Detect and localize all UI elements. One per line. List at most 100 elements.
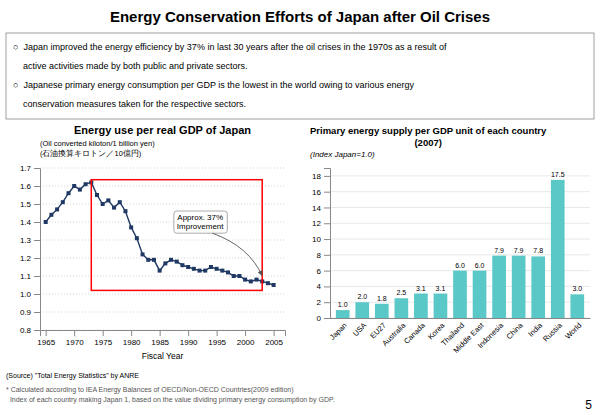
grid-line [40,294,285,295]
tick-label: 14 [312,204,321,213]
tick: 12 [312,219,330,228]
data-label: 1.0 [338,301,348,308]
tick-mark [34,276,40,277]
tick-label: 1.4 [20,218,32,227]
data-point [123,209,127,213]
grid-line [40,168,285,169]
tick-label: 1.7 [20,164,32,173]
grid-line [40,204,285,205]
tick: 16 [312,188,330,197]
tick-mark [217,330,218,336]
tick-label: Australia [380,320,408,348]
source-text: (Source) "Total Energy Statistics" by AN… [6,372,139,380]
tick-mark [324,223,330,224]
data-point [215,267,219,271]
chart-subtitle: (Oil converted kiloton/1 billion yen) [40,139,155,148]
bar [395,298,409,318]
y-axis: 024681012141618 [312,169,330,324]
data-point [129,225,133,229]
tick-mark [34,294,40,295]
tick-mark [160,330,161,336]
data-label: 2.5 [396,289,406,296]
tick-mark [324,207,330,208]
tick-mark [34,330,40,331]
data-point [198,269,202,273]
tick-label: Russia [541,320,564,343]
tick-mark [324,176,330,177]
annotation-text: Approx. 37%Improvement [177,213,224,231]
tick-label: 1975 [94,338,112,347]
data-point [101,202,105,206]
note-text: Index of each country making Japan 1, ba… [6,396,335,404]
data-point [49,213,53,217]
data-point [237,274,241,278]
data-label: 6.0 [455,262,465,269]
bar [434,294,448,318]
tick-mark [34,222,40,223]
data-point [192,267,196,271]
data-point [78,188,82,192]
tick-label: 2000 [237,338,255,347]
bar [453,271,467,318]
chart-title: Energy use per real GDP of Japan [74,124,251,136]
tick: 1980 [123,330,141,347]
tick-mark [34,240,40,241]
tick-mark [274,330,275,336]
grid-line [40,276,285,277]
tick-label: 18 [312,172,321,181]
tick-mark [324,286,330,287]
tick-label: 1970 [66,338,84,347]
tick-mark [324,302,330,303]
tick: Japan [328,321,349,342]
tick: 0.8 [20,326,40,335]
data-point [266,281,270,285]
tick-label: 2 [317,298,322,307]
bullet-text: conservation measures taken for the resp… [13,99,246,109]
tick-label: 1995 [208,338,226,347]
data-label: 3.0 [572,285,582,292]
tick: 1995 [208,330,226,347]
data-point [146,258,150,262]
tick-mark [34,168,40,169]
annotation-line: Improvement [177,222,224,231]
tick: 8 [317,251,330,260]
tick: 1.6 [20,182,40,191]
data-label: 3.1 [416,285,426,292]
x-axis: JapanUSAEU27AustraliaCanadaKoreaThailand… [328,319,591,355]
tick-label: 1.3 [20,236,32,245]
data-point [135,236,139,240]
bar [375,304,389,318]
bullet-text: active activities made by both public an… [13,61,248,71]
data-point [243,278,247,282]
tick: 0.9 [20,308,40,317]
plot-area [44,180,276,291]
bar [336,310,350,318]
text-box [6,33,594,119]
data-point [112,206,116,210]
tick: 6 [317,267,330,276]
chart-root: Energy Conservation Efforts of Japan aft… [0,0,600,415]
tick: 1.5 [20,200,40,209]
tick: USA [351,321,368,338]
tick: 1970 [66,330,84,347]
tick-label: 0.9 [20,308,32,317]
data-label: 2.0 [357,293,367,300]
data-point [249,279,253,283]
data-point [141,252,145,256]
tick-mark [245,330,246,336]
x-axis: 196519701975198019851990199520002005 [37,330,285,347]
data-point [44,220,48,224]
data-label: 7.9 [514,247,524,254]
tick-label: 1.2 [20,254,32,263]
tick-mark [34,204,40,205]
tick: Indonesia [476,320,506,350]
tick: 10 [312,235,330,244]
tick-label: 1965 [37,338,55,347]
grid-line [40,312,285,313]
data-point [95,193,99,197]
page: Energy Conservation Efforts of Japan aft… [0,0,600,415]
data-point [84,182,88,186]
tick: 1.3 [20,236,40,245]
bar-chart: 1.02.01.82.53.13.16.06.07.97.97.817.53.0… [310,125,591,355]
data-point [255,278,259,282]
